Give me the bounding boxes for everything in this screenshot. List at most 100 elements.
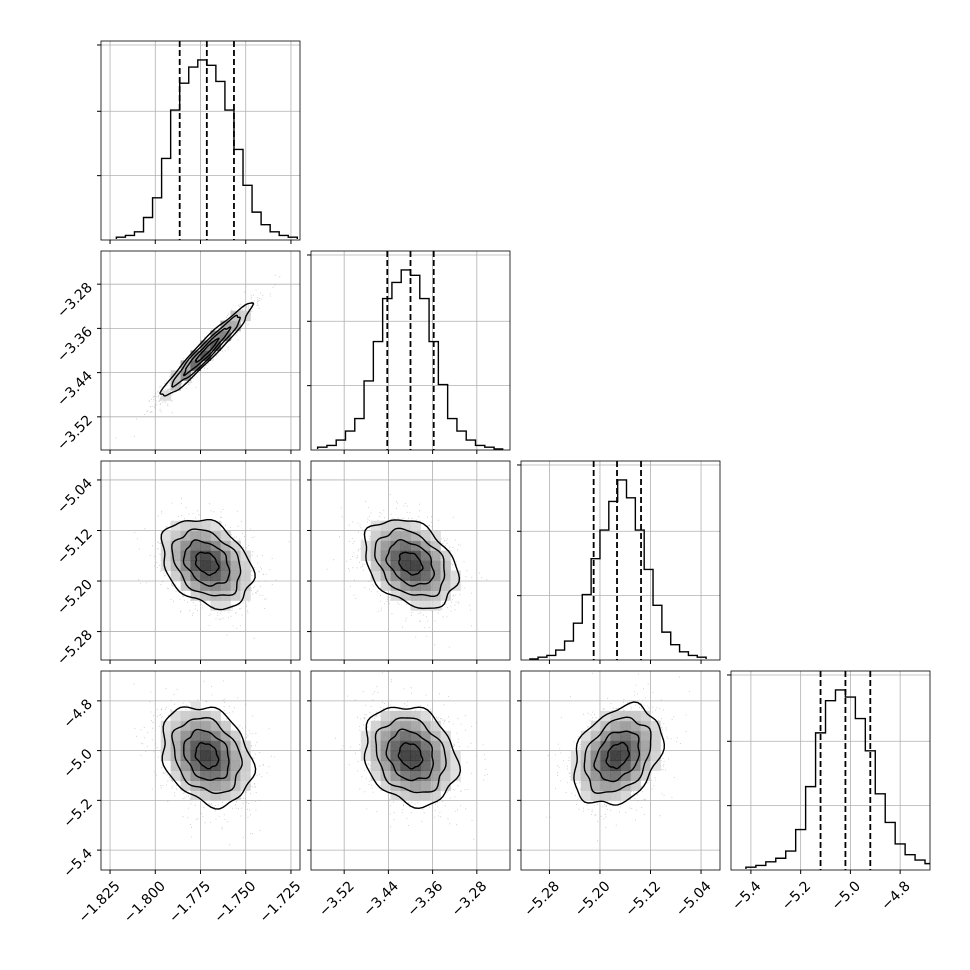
density-layer (115, 274, 281, 439)
density-cell (190, 710, 201, 722)
density-cell (220, 760, 231, 771)
density-cell (410, 770, 421, 781)
density-cell (590, 730, 602, 742)
density-cell (370, 520, 382, 532)
density-layer (326, 494, 488, 648)
density-cell (180, 780, 192, 791)
density-cell (180, 520, 192, 532)
density-cell (440, 550, 451, 561)
density-cell (200, 770, 211, 781)
density-cell (630, 770, 641, 781)
contour-line (374, 717, 447, 794)
density-cell (590, 760, 602, 771)
joint-panel-3-0 (97, 670, 301, 874)
density-cell (440, 560, 451, 571)
density-cell (390, 760, 402, 771)
joint-panel-3-1 (307, 670, 511, 874)
contour-line (573, 701, 666, 806)
density-cell (410, 560, 421, 571)
density-cell (420, 710, 431, 722)
density-cell (220, 570, 231, 581)
density-cell (160, 740, 172, 752)
density-cell (200, 580, 211, 591)
density-cell (630, 740, 641, 752)
density-cell (400, 780, 411, 791)
density-cell (190, 530, 201, 542)
density-cell (210, 340, 221, 351)
density-cell (200, 540, 211, 552)
density-cell (400, 720, 411, 732)
joint-panel-3-2 (517, 670, 721, 874)
density-cell (410, 600, 421, 611)
density-cell (620, 710, 631, 722)
density-cell (220, 600, 231, 611)
density-cell (230, 780, 241, 791)
density-cell (240, 750, 251, 762)
density-cell (200, 530, 211, 542)
contour-line (385, 538, 436, 587)
density-cell (420, 750, 431, 762)
density-cell (370, 750, 382, 762)
density-cell (240, 760, 251, 771)
density-cell (220, 560, 231, 571)
density-cell (430, 790, 441, 801)
density-cell (210, 720, 221, 732)
density-cell (390, 580, 402, 591)
density-cell (440, 730, 451, 742)
density-cell (230, 730, 241, 742)
density-cell (400, 560, 411, 571)
density-cell (410, 790, 421, 801)
density-cell (430, 560, 441, 571)
density-cell (160, 540, 172, 552)
density-cell (230, 320, 241, 332)
density-cell (620, 740, 631, 752)
density-cell (620, 760, 631, 771)
density-cell (180, 720, 192, 732)
density-cell (580, 750, 592, 762)
density-cell (400, 590, 411, 601)
density-cell (620, 720, 631, 732)
density-cell (180, 750, 192, 762)
density-cell (210, 580, 221, 591)
density-cell (230, 560, 241, 571)
density-cell (180, 770, 192, 781)
density-cell (440, 590, 451, 601)
density-cell (220, 740, 231, 752)
joint-panel-2-1 (307, 460, 511, 664)
density-cell (600, 760, 612, 771)
density-cell (400, 530, 411, 542)
density-cell (200, 720, 211, 732)
density-cell (440, 770, 451, 781)
density-cell (430, 740, 441, 752)
density-cell (650, 760, 661, 771)
density-cell (210, 780, 221, 791)
contour-line (171, 314, 241, 388)
contour-line (374, 527, 446, 597)
density-cell (590, 740, 602, 752)
density-cell (410, 750, 421, 762)
density-cell (430, 730, 441, 742)
density-cell (220, 770, 231, 781)
density-cell (430, 760, 441, 771)
density-cell (630, 750, 641, 762)
density-cell (420, 540, 431, 552)
density-cell (590, 720, 602, 732)
contour-line (171, 528, 242, 597)
contour-line (194, 551, 220, 576)
density-cell (410, 570, 421, 581)
density-cell (380, 560, 392, 571)
density-cell (390, 710, 402, 722)
density-cell (220, 530, 231, 542)
density-layer (334, 672, 488, 840)
density-cell (240, 770, 251, 781)
density-cell (200, 570, 211, 581)
density-cell (420, 550, 431, 561)
density-cell (400, 710, 411, 722)
density-cell (190, 740, 201, 752)
density-cell (650, 750, 661, 762)
density-cell (610, 780, 621, 791)
density-cell (180, 550, 192, 561)
density-cell (650, 720, 661, 732)
density-cell (210, 600, 221, 611)
density-cell (170, 720, 182, 732)
